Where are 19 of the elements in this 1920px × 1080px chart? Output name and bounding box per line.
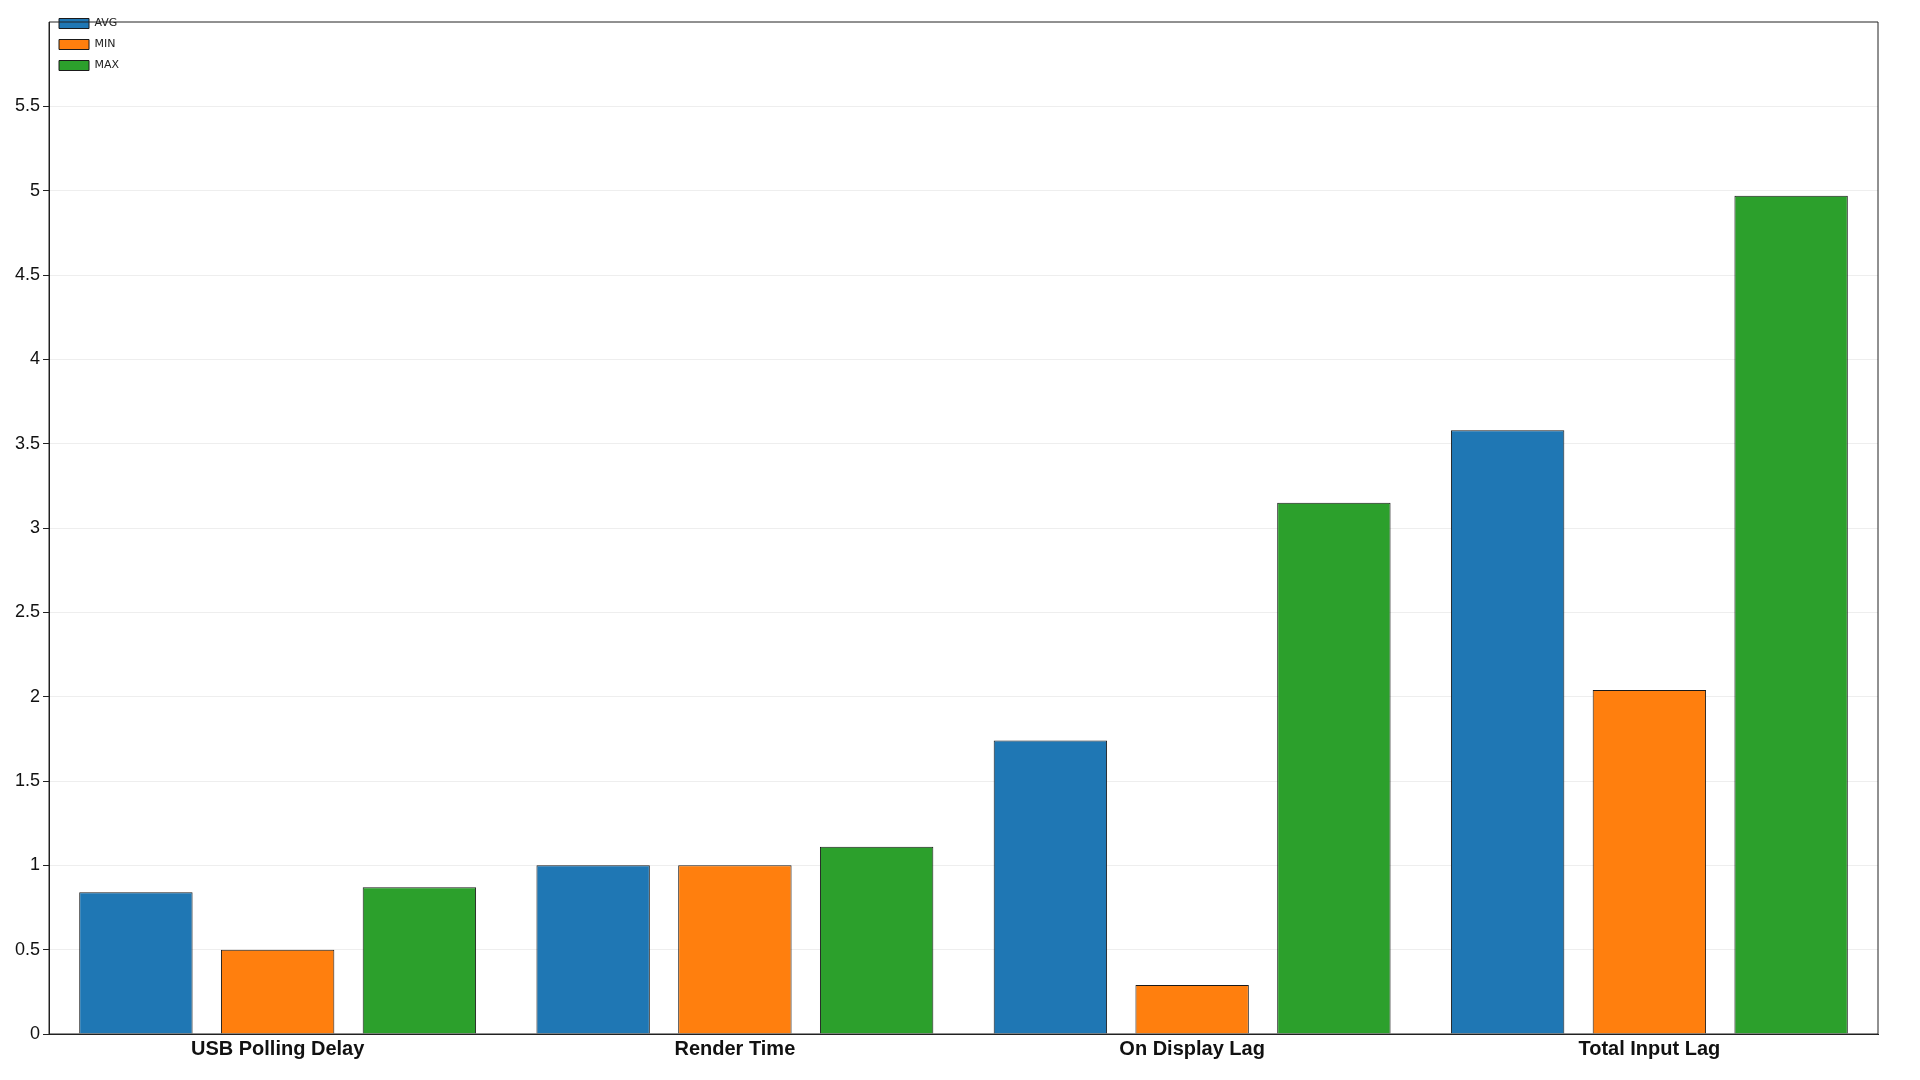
- y-tick-label: 1: [30, 854, 41, 875]
- y-tick-label: 4: [30, 348, 41, 369]
- y-tick-label: 3.5: [14, 432, 41, 453]
- y-tick-label: 5.5: [14, 95, 41, 116]
- x-tick-label: On Display Lag: [1119, 1036, 1265, 1059]
- y-tick-label: 2.5: [14, 601, 41, 622]
- legend-label: MIN: [94, 37, 116, 51]
- y-tick-label: 2: [30, 685, 41, 706]
- legend-label: MAX: [94, 58, 120, 72]
- x-tick-label: USB Polling Delay: [190, 1036, 366, 1059]
- y-tick-label: 5: [30, 179, 41, 200]
- y-tick-label: 3: [30, 516, 41, 537]
- y-tick-label: 0.5: [14, 938, 41, 959]
- x-tick-label: Render Time: [674, 1036, 796, 1059]
- y-tick-label: 4.5: [14, 263, 41, 284]
- y-tick-label: 1.5: [14, 769, 41, 790]
- x-tick-label: Total Input Lag: [1578, 1036, 1721, 1059]
- legend-label: AVG: [94, 16, 118, 30]
- y-tick-label: 0: [30, 1022, 41, 1043]
